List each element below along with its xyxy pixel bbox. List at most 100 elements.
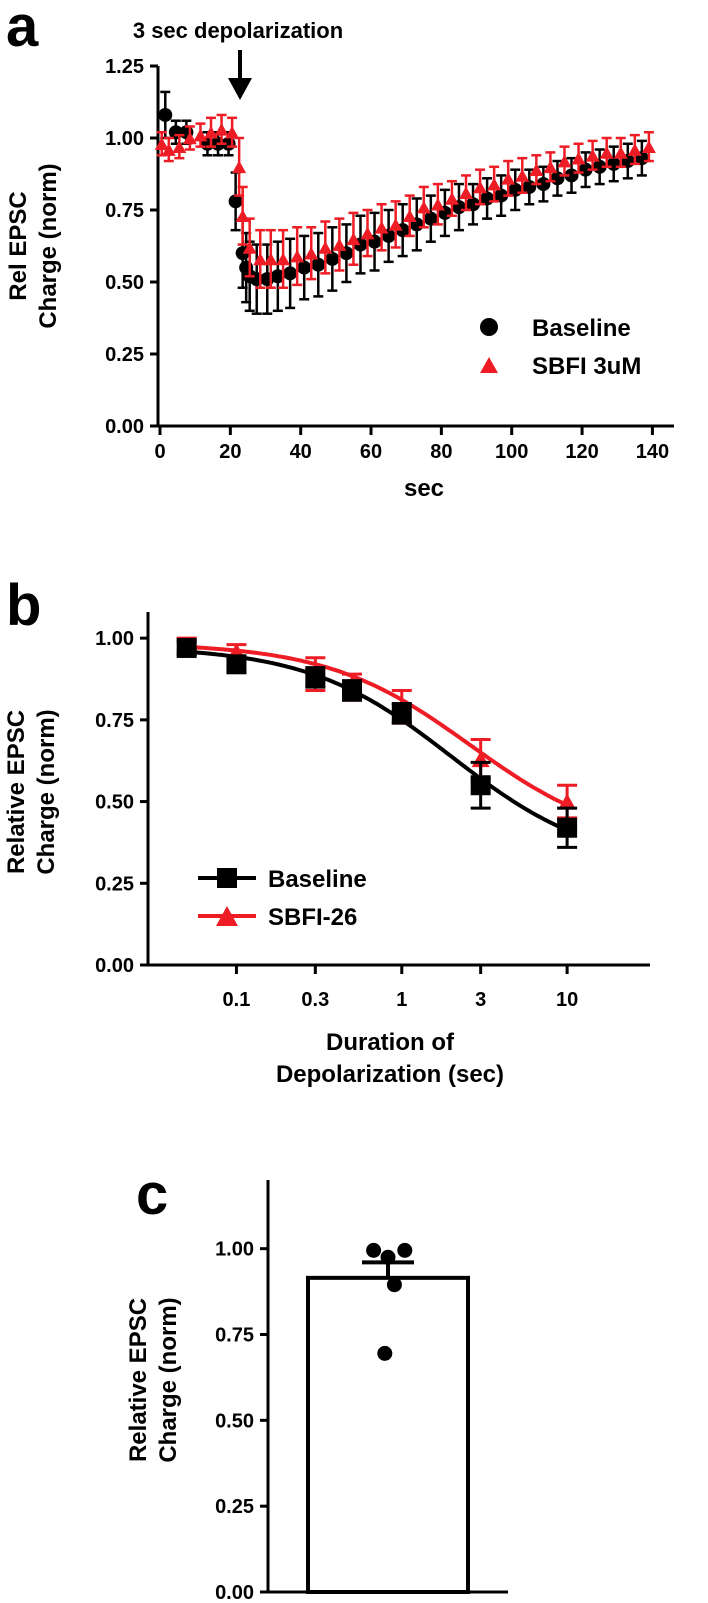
- data-point: [558, 793, 577, 810]
- data-point: [235, 209, 250, 223]
- x-tick-label: 60: [360, 441, 382, 463]
- y-tick-label: 0.50: [95, 792, 134, 814]
- y-tick-label: 0.00: [105, 416, 144, 438]
- y-tick-label: 1.25: [105, 56, 144, 78]
- data-point: [473, 180, 488, 194]
- data-point: [501, 172, 516, 185]
- panel-a-ylabel-line2: Charge (norm): [35, 163, 62, 328]
- panel-b-series: [176, 636, 578, 849]
- panel-c-y-ticks: 0.00 0.25 0.50 0.75 1.00: [215, 1239, 268, 1603]
- y-tick-label: 0.25: [215, 1496, 254, 1518]
- panel-a-legend: Baseline SBFI 3uM: [480, 315, 641, 380]
- data-point: [557, 817, 578, 838]
- data-point: [613, 146, 628, 159]
- panel-a-x-ticks: 0 20 40 60 80 100 120 140: [154, 426, 669, 463]
- legend-sbfi-label: SBFI-26: [268, 904, 357, 931]
- data-point: [297, 260, 312, 275]
- data-point: [325, 251, 340, 266]
- panel-b-ylabel-line1: Relative EPSC: [3, 710, 30, 874]
- panel-a: a 3 sec depolarization 0.00 0.25 0.50 0.75 1…: [5, 0, 674, 502]
- sbfi-series: [154, 113, 656, 290]
- data-point: [311, 257, 326, 272]
- data-point: [283, 266, 298, 281]
- data-point: [627, 143, 642, 156]
- legend-baseline-marker: [217, 868, 237, 888]
- panel-b-legend: Baseline SBFI-26: [198, 866, 367, 931]
- y-tick-label: 1.00: [215, 1239, 254, 1261]
- y-tick-label: 0.25: [105, 344, 144, 366]
- data-point: [360, 226, 375, 240]
- data-point: [342, 680, 363, 701]
- data-point: [182, 131, 197, 145]
- y-tick-label: 0.00: [95, 955, 134, 977]
- y-tick-label: 0.50: [105, 272, 144, 294]
- data-point: [388, 218, 403, 231]
- x-tick-label: 3: [475, 989, 486, 1011]
- panel-b-letter: b: [6, 573, 41, 638]
- data-point: [305, 667, 326, 688]
- data-point: [270, 269, 285, 284]
- data-point: [416, 200, 431, 214]
- sbfi-fit-curve: [186, 644, 568, 808]
- x-tick-label: 1: [396, 989, 407, 1011]
- baseline-fit-curve: [186, 649, 568, 833]
- panel-a-letter: a: [6, 0, 39, 59]
- data-point: [494, 188, 509, 203]
- panel-a-xlabel: sec: [404, 475, 444, 502]
- data-point: [204, 125, 218, 139]
- panel-b-y-ticks: 0.00 0.25 0.50 0.75 1.00: [95, 628, 148, 977]
- data-point: [380, 1249, 396, 1265]
- data-point: [550, 171, 565, 186]
- data-point: [599, 146, 614, 159]
- data-point: [263, 252, 278, 266]
- y-tick-label: 0.50: [215, 1410, 254, 1432]
- data-point: [470, 775, 491, 796]
- y-tick-label: 0.00: [215, 1582, 254, 1603]
- data-point: [193, 128, 208, 142]
- panel-a-ylabel-line1: Rel EPSC: [5, 191, 32, 300]
- panel-b-xlabel-line2: Depolarization (sec): [276, 1061, 504, 1088]
- x-tick-label: 0: [154, 441, 165, 463]
- data-point: [423, 211, 438, 226]
- data-point: [374, 220, 389, 234]
- data-point: [466, 197, 481, 212]
- data-point: [459, 186, 473, 200]
- legend-sbfi-marker: [216, 906, 238, 926]
- panel-c: c 0.00 0.25 0.50 0.75 1.00 Relative EPSC Cha…: [125, 1162, 508, 1603]
- y-tick-label: 1.00: [95, 628, 134, 650]
- data-point: [346, 232, 361, 246]
- data-point: [332, 238, 347, 251]
- depolarization-arrow: [228, 50, 252, 100]
- data-point: [543, 160, 558, 174]
- y-tick-label: 0.75: [215, 1325, 254, 1347]
- data-point: [318, 241, 333, 254]
- data-point: [154, 137, 169, 151]
- data-point: [158, 107, 173, 122]
- y-tick-label: 0.25: [95, 873, 134, 895]
- legend-baseline-label: Baseline: [268, 866, 367, 893]
- x-tick-label: 0.1: [223, 989, 251, 1011]
- panel-c-bar: [306, 1242, 470, 1594]
- panel-c-ylabel-line1: Relative EPSC: [125, 1298, 152, 1462]
- x-tick-label: 10: [556, 989, 578, 1011]
- data-point: [225, 125, 240, 139]
- baseline-series: [176, 637, 578, 849]
- panel-b: b 0.00 0.25 0.50 0.75 1.00 0.1 0.3 1 3 10 Relati…: [3, 573, 650, 1088]
- data-point: [290, 249, 305, 263]
- data-point: [214, 123, 229, 136]
- data-point: [377, 1345, 393, 1361]
- data-point: [606, 156, 621, 171]
- depolarization-annotation: 3 sec depolarization: [133, 18, 343, 43]
- mean-bar: [306, 1275, 470, 1594]
- data-point: [226, 654, 247, 675]
- data-point: [571, 151, 586, 165]
- data-point: [176, 637, 197, 658]
- data-point: [161, 143, 176, 156]
- panel-b-xlabel-line1: Duration of: [326, 1029, 455, 1056]
- panel-a-series: [154, 90, 656, 315]
- legend-sbfi-marker: [480, 357, 498, 373]
- x-tick-label: 100: [495, 441, 528, 463]
- legend-baseline-label: Baseline: [532, 315, 631, 342]
- x-tick-label: 0.3: [301, 989, 329, 1011]
- data-point: [397, 1242, 413, 1258]
